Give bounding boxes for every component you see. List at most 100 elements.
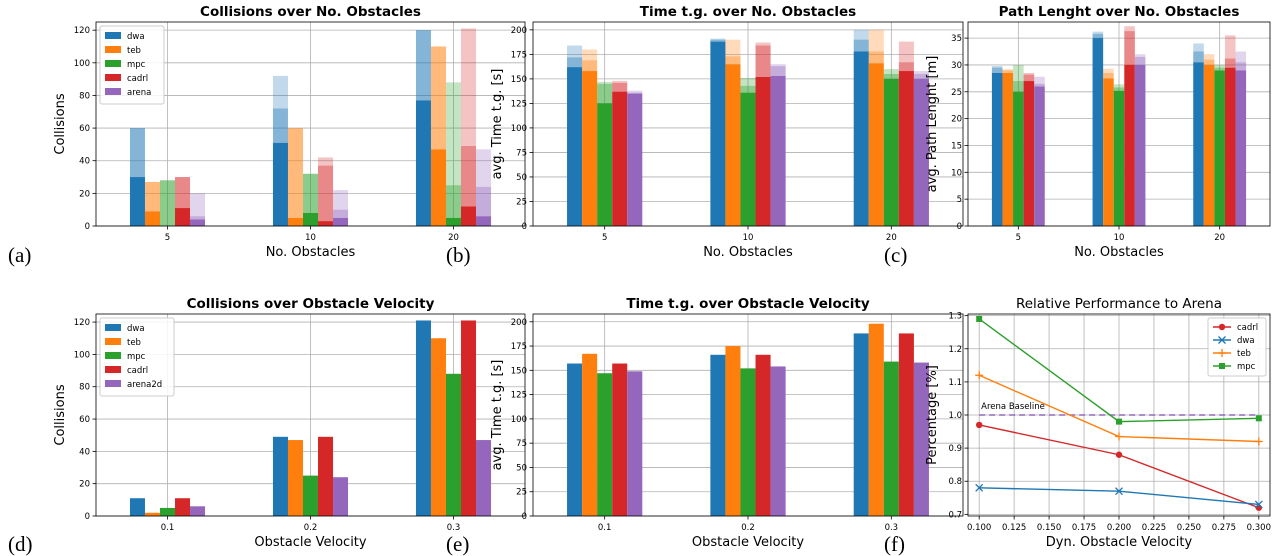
panel-letter: (c) [884, 243, 907, 267]
bar-mpc [883, 361, 899, 516]
y-axis-label: Percentage [%] [925, 365, 940, 465]
bar-cadrl [461, 206, 477, 226]
bar-cadrl [898, 62, 914, 72]
legend-swatch-dwa [105, 324, 121, 331]
bar-dwa [853, 333, 869, 516]
bar-teb [725, 39, 741, 57]
bar-mpc [445, 185, 462, 218]
marker-point [1116, 418, 1122, 425]
marker-point [1115, 451, 1123, 458]
bar-cadrl [1124, 31, 1135, 65]
bar-dwa [710, 354, 726, 516]
y-tick-label: 40 [79, 447, 90, 457]
x-tick-label: 0.100 [967, 523, 991, 533]
x-tick-label: 0.200 [1107, 523, 1131, 533]
bar-dwa [710, 39, 726, 42]
marker-point [1255, 504, 1263, 511]
bar-cadrl [612, 80, 628, 83]
panel-letter: (d) [8, 532, 33, 556]
bar-teb [582, 353, 598, 516]
bar-arena [1134, 56, 1146, 65]
y-tick-label: 25 [516, 197, 527, 207]
bar-cadrl [318, 157, 334, 166]
x-tick-label: 0.3 [447, 523, 461, 533]
bar-arena [627, 93, 643, 226]
bar-cadrl [898, 71, 914, 227]
x-tick-label: 0.3 [885, 523, 899, 533]
bar-teb [1203, 54, 1215, 60]
y-tick-label: 100 [74, 350, 90, 360]
bar-arena [476, 186, 492, 217]
legend-label: cadrl [127, 366, 148, 376]
y-tick-label: 0 [957, 222, 962, 232]
bar-arena [1034, 83, 1045, 87]
x-tick-label: 0.2 [304, 523, 318, 533]
bar-arena [1134, 64, 1146, 227]
bar-dwa [991, 66, 1003, 68]
bar-mpc [159, 507, 176, 516]
y-tick-label: 20 [951, 115, 962, 125]
bar-teb [1103, 73, 1114, 79]
bar-mpc [740, 77, 756, 86]
bar-mpc [302, 475, 319, 516]
bar-arena [627, 90, 643, 93]
legend-label: arena2d [127, 380, 162, 390]
x-tick-label: 0.225 [1142, 523, 1166, 533]
y-axis-label: avg. Time t.g. [s] [490, 360, 505, 471]
y-tick-label: 0 [522, 512, 527, 522]
bar-dwa [991, 67, 1003, 73]
y-tick-label: 60 [79, 124, 90, 134]
bar-dwa [129, 498, 145, 516]
y-axis-label: avg. Time t.g. [s] [490, 69, 505, 180]
y-tick-label: 175 [511, 342, 527, 352]
bar-dwa [567, 363, 583, 516]
plot-frame [532, 21, 964, 227]
y-tick-label: 1.1 [948, 378, 962, 388]
legend-swatch-cadrl [105, 74, 121, 81]
chart-title: Collisions over Obstacle Velocity [187, 296, 435, 312]
bar-arena [913, 71, 929, 74]
y-tick-label: 200 [511, 318, 527, 328]
legend-label: teb [127, 338, 141, 348]
bar-teb [287, 128, 303, 218]
x-axis-label: Obstacle Velocity [254, 535, 367, 550]
bar-mpc [1113, 90, 1125, 226]
y-tick-label: 80 [79, 91, 90, 101]
bar-cadrl [1224, 35, 1236, 59]
bar-teb [582, 71, 598, 227]
y-tick-label: 75 [516, 439, 527, 449]
bar-cadrl [898, 41, 914, 63]
y-tick-label: 10 [951, 168, 962, 178]
bar-arena [770, 64, 786, 67]
bar-cadrl [755, 76, 771, 226]
bar-teb [582, 49, 598, 61]
y-tick-label: 175 [511, 50, 527, 60]
x-tick-label: 5 [602, 233, 607, 243]
bar-teb [1002, 70, 1014, 73]
y-tick-label: 25 [951, 88, 962, 98]
y-tick-label: 0.7 [948, 510, 962, 520]
bar-dwa [415, 320, 431, 516]
bar-dwa [1092, 38, 1104, 227]
bar-mpc [740, 85, 756, 93]
bar-cadrl [1224, 67, 1236, 226]
bar-mpc [1214, 70, 1225, 226]
chart-panel-4: (e) Time t.g. over Obstacle Velocity 0.1 0.… [446, 296, 964, 556]
y-axis-label: Collisions [53, 384, 68, 445]
y-tick-label: 20 [79, 480, 90, 490]
x-axis-label: No. Obstacles [703, 245, 793, 260]
legend-swatch-dwa [105, 32, 121, 39]
bar-dwa [272, 75, 288, 109]
legend-label: cadrl [127, 74, 148, 84]
bar-dwa [272, 142, 288, 226]
x-tick-label: 0.1 [161, 523, 175, 533]
y-tick-label: 50 [516, 463, 527, 473]
bar-cadrl [1124, 26, 1135, 32]
legend-box [1207, 317, 1267, 377]
y-tick-label: 100 [511, 124, 527, 134]
marker-point [1254, 500, 1263, 509]
y-tick-label: 120 [74, 318, 90, 328]
y-tick-label: 0 [85, 222, 90, 232]
bar-cadrl [755, 42, 771, 46]
bar-arena [476, 149, 492, 187]
